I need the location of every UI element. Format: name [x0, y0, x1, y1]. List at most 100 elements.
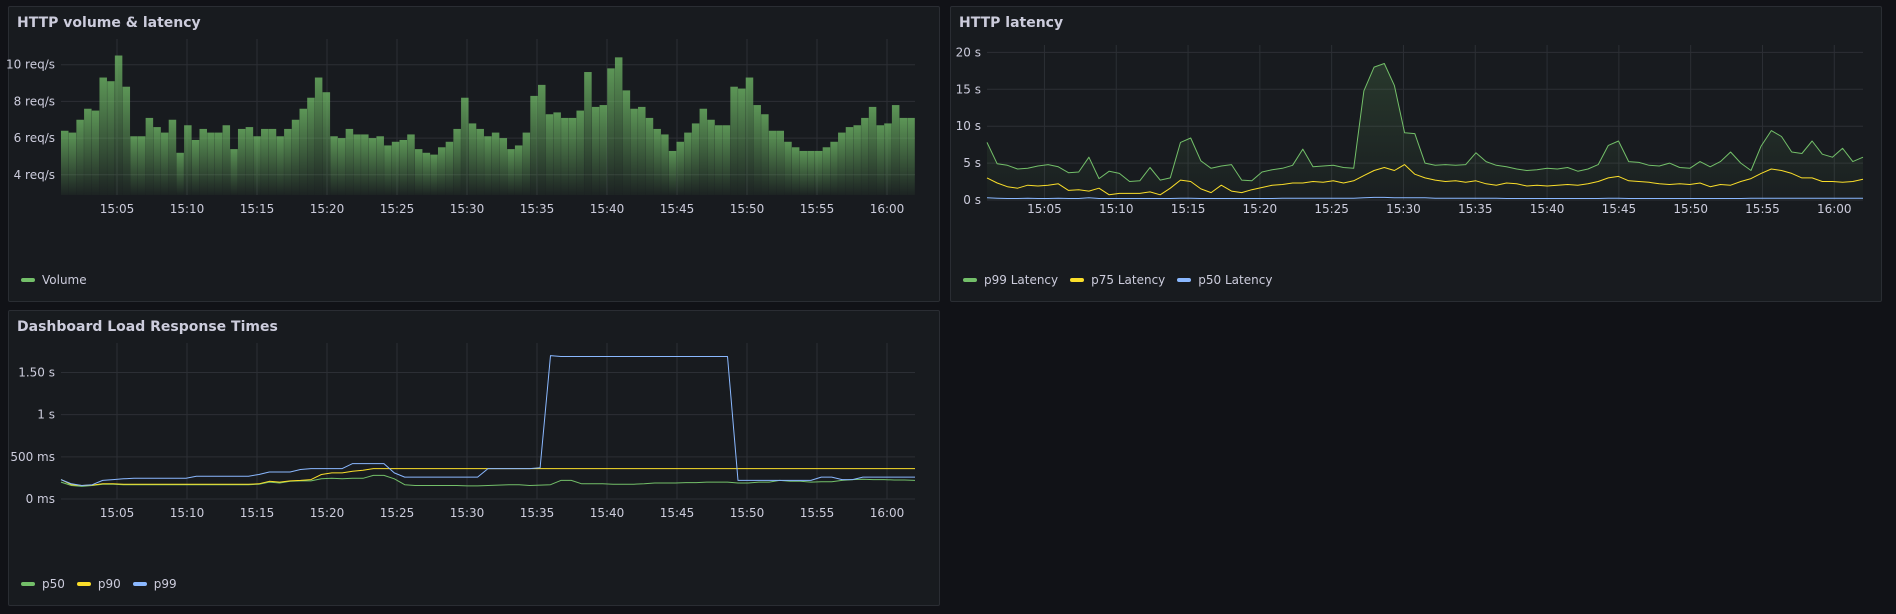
- bar: [145, 117, 154, 195]
- legend-label: p99 Latency: [984, 273, 1059, 287]
- bar: [268, 128, 277, 195]
- y-tick-label: 6 req/s: [14, 131, 55, 145]
- y-tick-label: 1.50 s: [18, 366, 55, 380]
- panel-title[interactable]: HTTP volume & latency: [17, 15, 201, 31]
- bar: [891, 105, 900, 195]
- bar: [414, 149, 423, 195]
- bar: [161, 132, 169, 195]
- bar: [753, 105, 761, 195]
- legend-label: p50 Latency: [1198, 273, 1273, 287]
- bar: [337, 138, 346, 195]
- bar: [276, 136, 284, 195]
- y-tick-label: 5 s: [963, 156, 981, 170]
- bar: [230, 149, 238, 195]
- bar: [538, 84, 546, 195]
- y-tick-label: 4 req/s: [14, 168, 55, 182]
- legend-item-p50[interactable]: p50: [21, 577, 65, 591]
- bar: [137, 136, 146, 195]
- bar: [291, 119, 300, 195]
- legend-item-p90[interactable]: p90: [76, 577, 121, 591]
- legend-item-p99[interactable]: p99: [132, 577, 177, 591]
- series-line: [60, 474, 916, 487]
- bar: [376, 136, 384, 195]
- bar: [853, 125, 861, 195]
- bar: [261, 128, 269, 195]
- series-area: [987, 63, 1863, 200]
- legend-swatch: [76, 582, 91, 586]
- bar: [461, 97, 469, 195]
- bar: [168, 119, 177, 195]
- x-tick-label: 15:35: [1458, 202, 1493, 216]
- bar: [776, 130, 785, 195]
- bar: [784, 141, 792, 195]
- bar: [884, 123, 892, 195]
- x-tick-label: 15:55: [1745, 202, 1780, 216]
- legend-swatch: [132, 582, 147, 586]
- bar: [214, 132, 223, 195]
- legend-swatch: [963, 278, 977, 282]
- bar: [507, 149, 515, 195]
- bar: [345, 128, 354, 195]
- x-tick-label: 15:40: [590, 506, 625, 520]
- x-tick-label: 15:05: [1027, 202, 1062, 216]
- x-tick-label: 16:00: [1817, 202, 1852, 216]
- legend: p99 Latency p75 Latency p50 Latency: [963, 273, 1272, 287]
- bar: [514, 145, 523, 195]
- x-tick-label: 15:40: [1530, 202, 1565, 216]
- bar: [684, 132, 692, 195]
- bar: [622, 90, 631, 195]
- bar: [391, 141, 400, 195]
- bar: [907, 117, 915, 195]
- legend-swatch: [1070, 278, 1085, 282]
- bar: [522, 132, 531, 195]
- y-tick-label: 15 s: [956, 82, 981, 96]
- legend-item-p75-latency[interactable]: p75 Latency: [1070, 273, 1165, 287]
- legend-label: p50: [42, 577, 65, 591]
- bar: [722, 125, 731, 195]
- bar: [130, 136, 138, 195]
- bar: [76, 119, 84, 195]
- bar: [422, 152, 431, 195]
- y-tick-label: 20 s: [956, 45, 981, 59]
- panel-title[interactable]: Dashboard Load Response Times: [17, 319, 278, 335]
- bar: [591, 106, 600, 195]
- legend-item-p50-latency[interactable]: p50 Latency: [1177, 273, 1272, 287]
- bar: [830, 141, 838, 195]
- bar: [714, 125, 723, 195]
- bar: [84, 108, 92, 195]
- bar: [561, 117, 569, 195]
- x-tick-label: 15:35: [520, 202, 555, 216]
- series-line: [60, 355, 915, 486]
- bar: [668, 150, 677, 195]
- legend-swatch: [1177, 278, 1192, 282]
- bar: [607, 68, 615, 195]
- legend-label: Volume: [42, 273, 87, 287]
- x-tick-label: 15:10: [170, 202, 205, 216]
- bar: [676, 141, 684, 195]
- x-tick-label: 15:55: [800, 202, 835, 216]
- series-line: [986, 63, 1864, 182]
- x-tick-label: 15:25: [380, 506, 415, 520]
- panel-http-latency: HTTP latency 15:05 15:10 15:15 15:20 15:25 15…: [950, 6, 1882, 302]
- bar: [153, 127, 161, 195]
- bar: [761, 114, 769, 195]
- legend-item-volume[interactable]: Volume: [21, 273, 87, 287]
- bar: [61, 130, 69, 195]
- bar: [453, 128, 461, 195]
- chart-http-volume: 15:05 15:10 15:15 15:20 15:25 15:30 15:35 15:40…: [6, 39, 915, 216]
- x-tick-label: 15:55: [800, 506, 835, 520]
- legend-item-p99-latency[interactable]: p99 Latency: [963, 273, 1058, 287]
- x-tick-label: 15:50: [730, 506, 765, 520]
- y-tick-label: 8 req/s: [14, 94, 55, 108]
- legend-label: p90: [97, 577, 121, 591]
- bar: [699, 108, 708, 195]
- panel-title[interactable]: HTTP latency: [959, 15, 1064, 31]
- bar: [691, 123, 700, 195]
- bar: [299, 108, 307, 195]
- bar: [630, 108, 638, 195]
- x-tick-label: 15:50: [730, 202, 765, 216]
- x-tick-label: 15:50: [1673, 202, 1708, 216]
- y-tick-label: 500 ms: [10, 450, 55, 464]
- bar: [568, 117, 577, 195]
- bar: [384, 145, 392, 195]
